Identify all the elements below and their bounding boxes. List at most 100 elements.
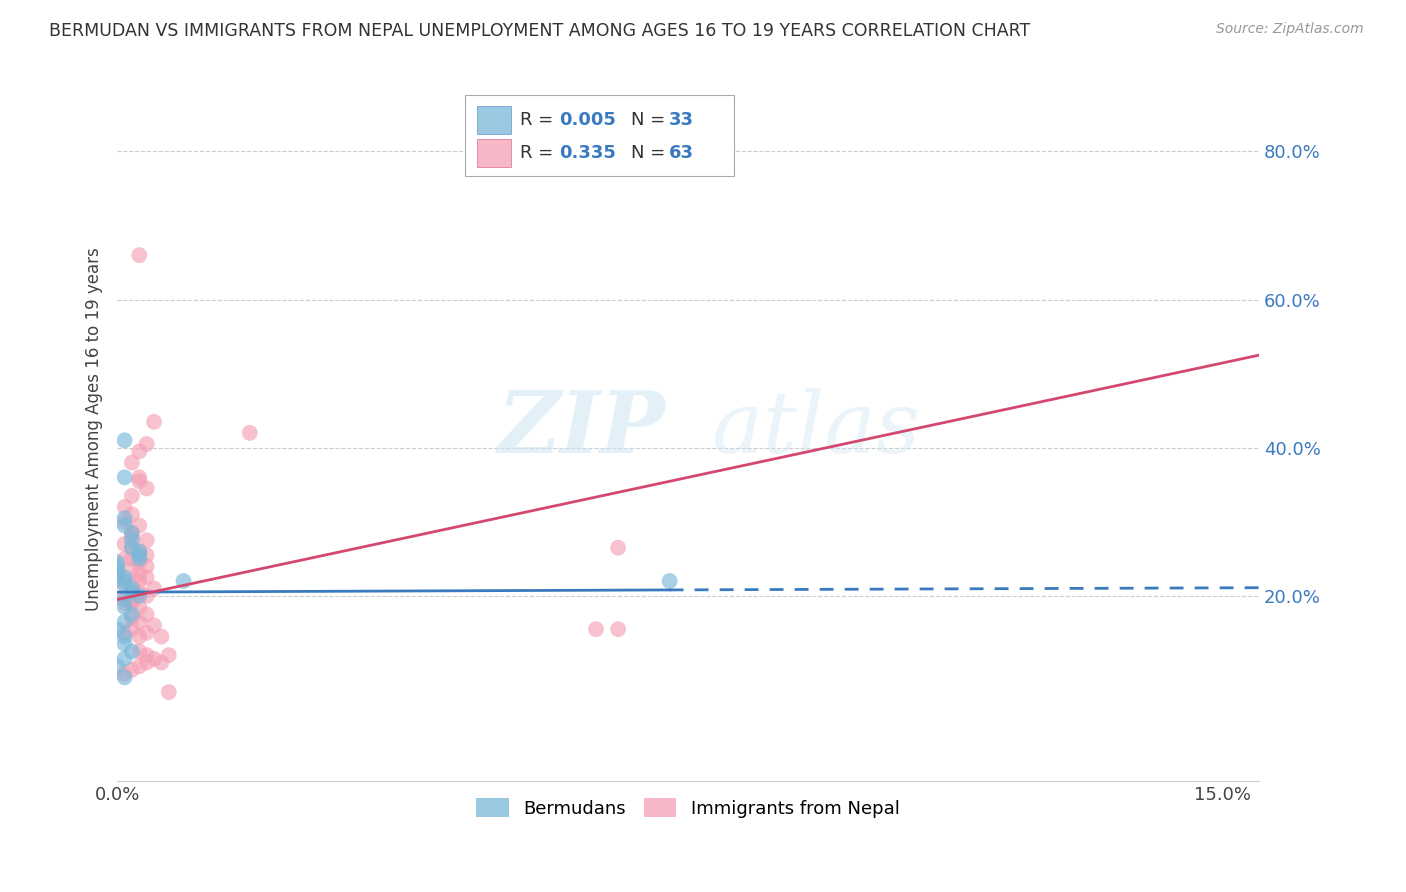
Text: 0.005: 0.005	[560, 111, 616, 128]
Point	[121, 622, 143, 636]
Point	[150, 630, 173, 644]
Text: 0.335: 0.335	[560, 145, 616, 162]
Text: ZIP: ZIP	[498, 387, 665, 471]
Point	[143, 582, 166, 596]
Text: BERMUDAN VS IMMIGRANTS FROM NEPAL UNEMPLOYMENT AMONG AGES 16 TO 19 YEARS CORRELA: BERMUDAN VS IMMIGRANTS FROM NEPAL UNEMPL…	[49, 22, 1031, 40]
Point	[121, 525, 143, 540]
Point	[121, 663, 143, 677]
Point	[135, 533, 157, 548]
Bar	[477, 105, 512, 134]
Point	[143, 415, 166, 429]
Bar	[465, 95, 734, 176]
Legend: Bermudans, Immigrants from Nepal: Bermudans, Immigrants from Nepal	[470, 791, 907, 825]
Point	[658, 115, 681, 129]
Point	[135, 570, 157, 584]
Point	[121, 456, 143, 470]
Point	[114, 589, 136, 603]
Point	[114, 570, 136, 584]
Point	[135, 437, 157, 451]
Point	[114, 578, 136, 592]
Point	[128, 659, 150, 673]
Point	[114, 592, 136, 607]
Point	[569, 115, 592, 129]
Point	[105, 659, 128, 673]
Point	[150, 656, 173, 670]
Point	[121, 592, 143, 607]
Point	[128, 470, 150, 484]
Point	[121, 530, 143, 544]
Text: atlas: atlas	[711, 388, 920, 471]
Text: N =: N =	[631, 145, 671, 162]
Point	[128, 548, 150, 562]
Point	[114, 574, 136, 588]
Point	[135, 482, 157, 496]
Point	[135, 559, 157, 574]
Point	[128, 585, 150, 599]
Text: 33: 33	[669, 111, 693, 128]
Point	[143, 652, 166, 666]
Point	[121, 578, 143, 592]
Point	[128, 644, 150, 658]
Point	[128, 474, 150, 488]
Point	[128, 589, 150, 603]
Point	[128, 574, 150, 588]
Y-axis label: Unemployment Among Ages 16 to 19 years: Unemployment Among Ages 16 to 19 years	[86, 247, 103, 611]
Point	[121, 611, 143, 625]
Point	[105, 566, 128, 581]
Point	[114, 537, 136, 551]
Point	[128, 444, 150, 458]
Point	[114, 615, 136, 629]
Point	[121, 533, 143, 548]
Point	[105, 556, 128, 570]
Point	[658, 574, 681, 588]
Point	[114, 599, 136, 614]
Point	[121, 582, 143, 596]
Point	[114, 626, 136, 640]
Point	[114, 500, 136, 514]
Point	[105, 559, 128, 574]
Point	[135, 626, 157, 640]
Point	[105, 622, 128, 636]
Point	[114, 434, 136, 448]
Point	[607, 541, 630, 555]
Point	[121, 551, 143, 566]
Point	[135, 656, 157, 670]
Point	[114, 515, 136, 529]
Point	[585, 622, 607, 636]
Point	[128, 556, 150, 570]
Point	[239, 425, 262, 440]
Point	[121, 489, 143, 503]
Point	[121, 525, 143, 540]
Point	[114, 652, 136, 666]
Point	[121, 585, 143, 599]
Point	[135, 589, 157, 603]
Point	[128, 544, 150, 558]
Text: N =: N =	[631, 111, 671, 128]
Point	[128, 518, 150, 533]
Point	[128, 544, 150, 558]
Point	[114, 637, 136, 651]
Point	[128, 566, 150, 581]
Point	[114, 596, 136, 610]
Point	[128, 248, 150, 262]
Point	[157, 648, 180, 662]
Point	[121, 541, 143, 555]
Point	[135, 548, 157, 562]
Point	[121, 644, 143, 658]
Point	[143, 618, 166, 632]
Point	[114, 470, 136, 484]
Point	[105, 563, 128, 577]
Point	[128, 551, 150, 566]
Point	[607, 622, 630, 636]
Point	[128, 630, 150, 644]
Point	[135, 607, 157, 622]
Point	[114, 666, 136, 681]
Text: R =: R =	[520, 111, 560, 128]
Point	[114, 630, 136, 644]
Point	[105, 574, 128, 588]
Point	[128, 599, 150, 614]
Bar	[477, 139, 512, 168]
Point	[121, 541, 143, 555]
Point	[114, 670, 136, 684]
Point	[121, 508, 143, 522]
